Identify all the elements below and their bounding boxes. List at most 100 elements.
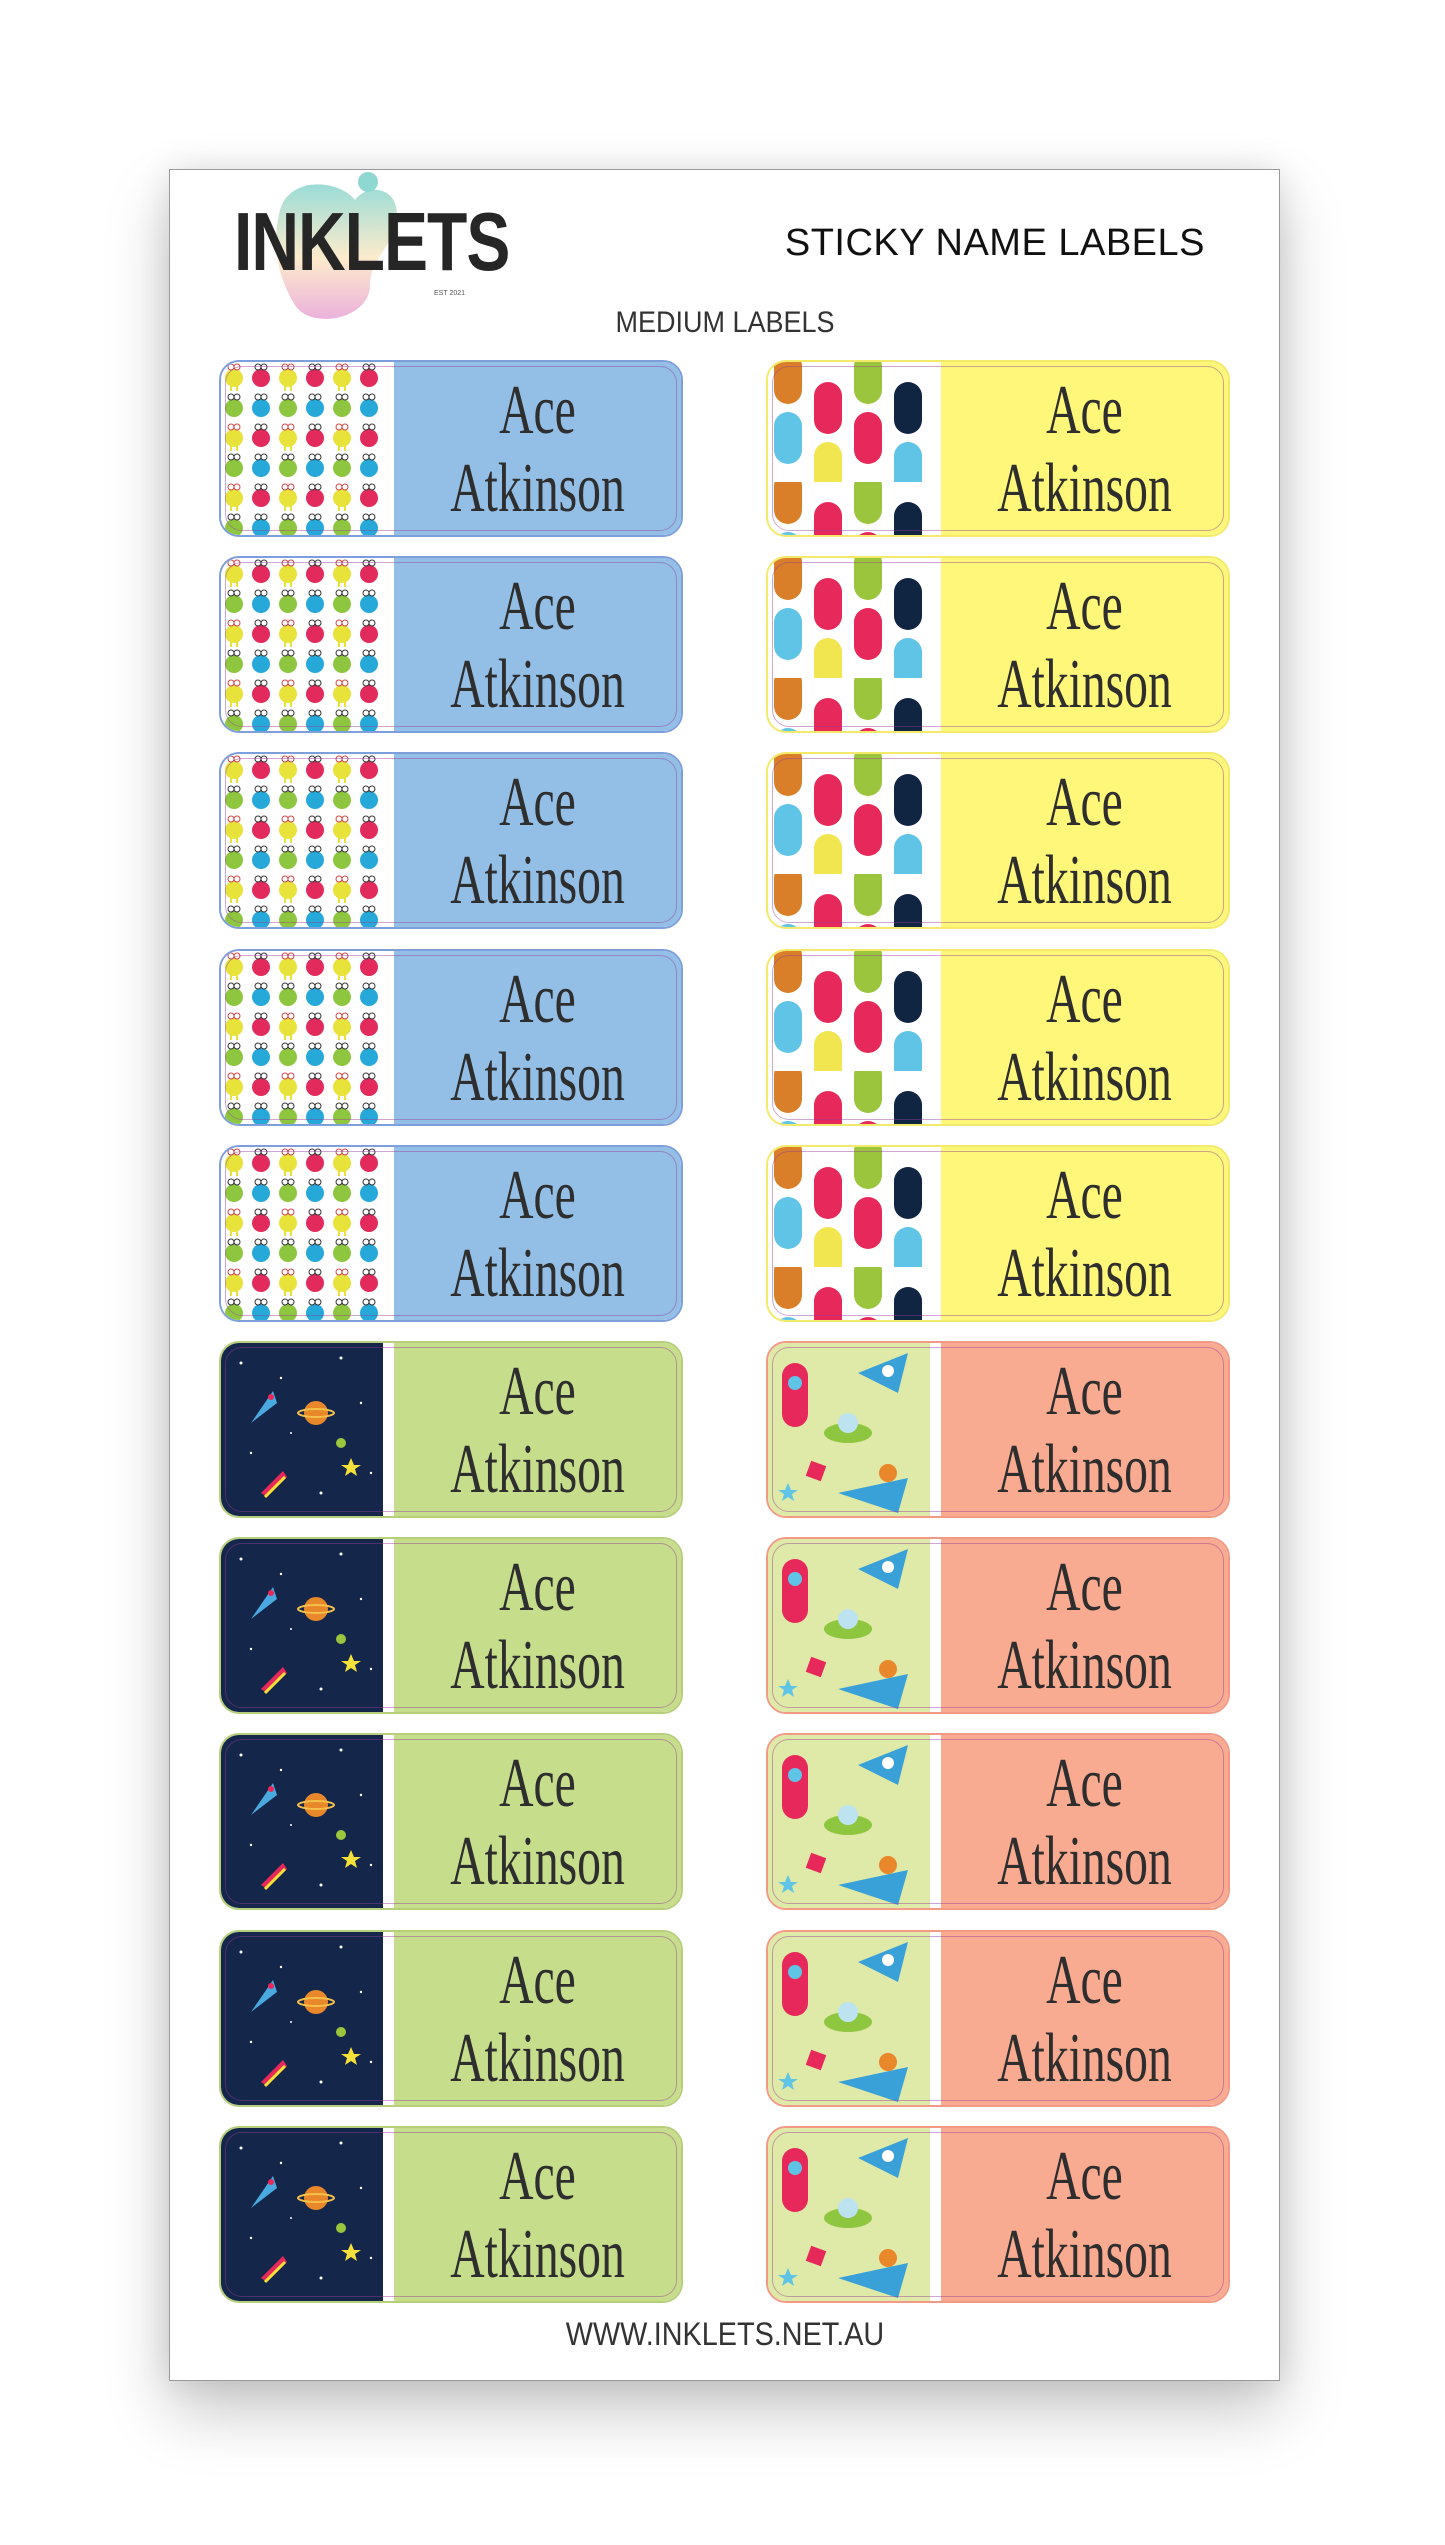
label-name: Ace Atkinson xyxy=(941,1353,1228,1509)
pills-pattern-icon xyxy=(768,362,930,535)
label-name: Ace Atkinson xyxy=(941,1942,1228,2098)
label-last-name: Atkinson xyxy=(450,1234,625,1312)
label-gap xyxy=(383,1539,394,1713)
pills-pattern-icon xyxy=(768,754,930,928)
label-color-panel xyxy=(941,1931,1228,2105)
space-pattern-icon xyxy=(221,1539,383,1713)
label-color-panel xyxy=(394,362,681,535)
label-sheet: INKLETS EST 2021 STICKY NAME LABELS MEDI… xyxy=(169,169,1280,2381)
label-name: Ace Atkinson xyxy=(941,2138,1228,2294)
name-label-pills: Ace Atkinson xyxy=(766,1144,1230,1322)
rockets-pattern-icon xyxy=(768,1931,930,2105)
label-name: Ace Atkinson xyxy=(941,961,1228,1117)
label-first-name: Ace xyxy=(499,1353,576,1430)
monsters-pattern-icon xyxy=(221,754,383,928)
label-last-name: Atkinson xyxy=(997,842,1172,920)
label-color-panel xyxy=(941,558,1228,732)
label-first-name: Ace xyxy=(499,372,576,449)
label-last-name: Atkinson xyxy=(450,2019,625,2097)
label-first-name: Ace xyxy=(1046,960,1123,1038)
label-gap xyxy=(383,754,394,928)
label-gap xyxy=(930,1931,941,2105)
name-label-monsters: Ace Atkinson xyxy=(219,360,683,537)
label-color-panel xyxy=(394,558,681,732)
label-gap xyxy=(930,950,941,1124)
name-label-space: Ace Atkinson xyxy=(219,1537,683,1715)
label-last-name: Atkinson xyxy=(997,646,1172,724)
label-color-panel xyxy=(941,1343,1228,1516)
name-label-space: Ace Atkinson xyxy=(219,1341,683,1518)
label-gap xyxy=(930,558,941,732)
label-gap xyxy=(383,950,394,1124)
name-label-space: Ace Atkinson xyxy=(219,1929,683,2107)
label-name: Ace Atkinson xyxy=(394,2138,681,2294)
label-gap xyxy=(383,558,394,732)
label-name: Ace Atkinson xyxy=(941,372,1228,528)
label-last-name: Atkinson xyxy=(997,1627,1172,1705)
label-gap xyxy=(930,1343,941,1516)
label-color-panel xyxy=(941,1539,1228,1713)
name-label-space: Ace Atkinson xyxy=(219,2125,683,2303)
label-first-name: Ace xyxy=(499,764,576,842)
label-first-name: Ace xyxy=(1046,1745,1123,1823)
name-label-rockets: Ace Atkinson xyxy=(766,1537,1230,1715)
label-name: Ace Atkinson xyxy=(394,764,681,920)
label-name: Ace Atkinson xyxy=(941,1157,1228,1313)
section-title: MEDIUM LABELS xyxy=(614,306,835,339)
label-last-name: Atkinson xyxy=(997,1234,1172,1312)
monsters-pattern-icon xyxy=(221,1146,383,1320)
label-last-name: Atkinson xyxy=(450,842,625,920)
label-gap xyxy=(930,754,941,928)
name-label-pills: Ace Atkinson xyxy=(766,752,1230,930)
label-name: Ace Atkinson xyxy=(394,1745,681,1901)
label-first-name: Ace xyxy=(499,568,576,646)
page-title: STICKY NAME LABELS xyxy=(784,222,1205,264)
label-last-name: Atkinson xyxy=(997,1431,1172,1508)
label-color-panel xyxy=(394,1539,681,1713)
label-last-name: Atkinson xyxy=(997,1038,1172,1116)
label-last-name: Atkinson xyxy=(997,2215,1172,2293)
monsters-pattern-icon xyxy=(221,950,383,1124)
label-color-panel xyxy=(394,950,681,1124)
label-last-name: Atkinson xyxy=(450,646,625,724)
label-color-panel xyxy=(394,1343,681,1516)
label-color-panel xyxy=(394,754,681,928)
label-color-panel xyxy=(941,950,1228,1124)
rockets-pattern-icon xyxy=(768,1343,930,1516)
name-label-rockets: Ace Atkinson xyxy=(766,1341,1230,1518)
website-url: WWW.INKLETS.NET.AU xyxy=(565,2316,884,2352)
label-last-name: Atkinson xyxy=(997,450,1172,527)
label-first-name: Ace xyxy=(499,1745,576,1823)
rockets-pattern-icon xyxy=(768,1539,930,1713)
name-label-monsters: Ace Atkinson xyxy=(219,948,683,1126)
space-pattern-icon xyxy=(221,1931,383,2105)
name-label-space: Ace Atkinson xyxy=(219,1733,683,1911)
label-first-name: Ace xyxy=(499,1941,576,2019)
name-label-pills: Ace Atkinson xyxy=(766,360,1230,537)
logo-text: INKLETS xyxy=(234,195,510,288)
rockets-pattern-icon xyxy=(768,2127,930,2301)
label-first-name: Ace xyxy=(1046,568,1123,646)
logo-blob-icon xyxy=(275,172,397,319)
pills-pattern-icon xyxy=(768,1146,930,1320)
pills-pattern-icon xyxy=(768,558,930,732)
label-name: Ace Atkinson xyxy=(394,568,681,724)
label-gap xyxy=(383,1931,394,2105)
label-color-panel xyxy=(941,1735,1228,1909)
label-color-panel xyxy=(394,2127,681,2301)
label-name: Ace Atkinson xyxy=(394,1549,681,1705)
pills-pattern-icon xyxy=(768,950,930,1124)
monsters-pattern-icon xyxy=(221,558,383,732)
name-label-pills: Ace Atkinson xyxy=(766,556,1230,734)
label-last-name: Atkinson xyxy=(450,450,625,527)
name-label-monsters: Ace Atkinson xyxy=(219,556,683,734)
label-name: Ace Atkinson xyxy=(941,1549,1228,1705)
label-first-name: Ace xyxy=(1046,764,1123,842)
label-first-name: Ace xyxy=(499,960,576,1038)
label-first-name: Ace xyxy=(1046,1353,1123,1430)
label-first-name: Ace xyxy=(1046,2137,1123,2215)
label-gap xyxy=(383,1343,394,1516)
label-last-name: Atkinson xyxy=(450,1823,625,1901)
label-name: Ace Atkinson xyxy=(941,568,1228,724)
label-color-panel xyxy=(941,754,1228,928)
